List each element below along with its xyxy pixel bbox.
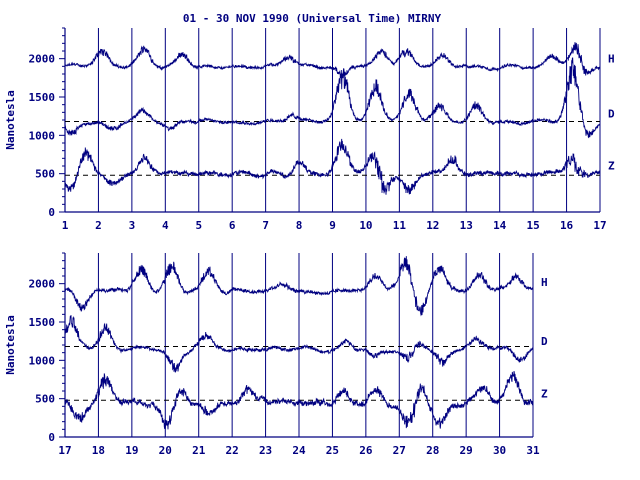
x-tick-label: 20 — [159, 444, 172, 457]
x-tick-label: 2 — [95, 219, 102, 232]
y-tick-label: 1500 — [29, 316, 56, 329]
x-tick-label: 29 — [460, 444, 473, 457]
x-tick-label: 13 — [460, 219, 473, 232]
x-tick-label: 8 — [296, 219, 303, 232]
series-label-Z: Z — [541, 388, 548, 401]
x-tick-label: 16 — [560, 219, 574, 232]
y-tick-label: 1000 — [29, 354, 56, 367]
x-tick-label: 30 — [493, 444, 506, 457]
x-tick-label: 24 — [292, 444, 306, 457]
x-tick-label: 12 — [426, 219, 439, 232]
series-label-D: D — [608, 108, 615, 121]
y-tick-label: 500 — [35, 168, 55, 181]
y-axis-label: Nanotesla — [4, 315, 17, 375]
y-tick-label: 1000 — [29, 129, 56, 142]
series-line-D — [64, 57, 601, 139]
x-tick-label: 6 — [229, 219, 236, 232]
x-tick-label: 28 — [426, 444, 439, 457]
series-line-H — [64, 42, 601, 78]
series-label-D: D — [541, 335, 548, 348]
y-tick-label: 1500 — [29, 91, 56, 104]
x-tick-label: 10 — [359, 219, 372, 232]
y-tick-label: 2000 — [29, 53, 56, 66]
series-label-Z: Z — [608, 160, 615, 173]
series-line-Z — [64, 371, 534, 430]
series-label-H: H — [541, 276, 548, 289]
x-tick-label: 26 — [359, 444, 373, 457]
series-line-D — [64, 315, 534, 373]
x-tick-label: 17 — [58, 444, 71, 457]
x-tick-label: 22 — [226, 444, 239, 457]
panel-2: 0 500 1000 1500 2000 17 18 19 20 21 22 23 24 25 26 27 28… — [4, 252, 548, 457]
x-tick-label: 19 — [125, 444, 138, 457]
x-tick-label: 25 — [326, 444, 339, 457]
x-tick-label: 17 — [593, 219, 606, 232]
x-tick-label: 21 — [192, 444, 206, 457]
series-line-H — [64, 256, 534, 317]
x-tick-label: 9 — [329, 219, 336, 232]
x-tick-label: 5 — [195, 219, 202, 232]
x-tick-label: 7 — [262, 219, 269, 232]
y-tick-label: 0 — [48, 206, 55, 219]
x-tick-label: 15 — [527, 219, 540, 232]
x-tick-label: 4 — [162, 219, 169, 232]
series-label-H: H — [608, 52, 615, 65]
series-line-Z — [64, 138, 601, 195]
y-tick-label: 2000 — [29, 278, 56, 291]
x-tick-label: 14 — [493, 219, 507, 232]
x-tick-label: 23 — [259, 444, 272, 457]
x-tick-label: 1 — [62, 219, 69, 232]
x-tick-label: 11 — [393, 219, 407, 232]
y-tick-label: 0 — [48, 431, 55, 444]
y-axis-label: Nanotesla — [4, 90, 17, 150]
x-tick-label: 18 — [92, 444, 105, 457]
chart-title: 01 - 30 NOV 1990 (Universal Time) MIRNY — [183, 12, 442, 25]
x-tick-label: 3 — [129, 219, 136, 232]
y-tick-label: 500 — [35, 393, 55, 406]
x-tick-label: 27 — [393, 444, 406, 457]
x-tick-label: 31 — [526, 444, 540, 457]
